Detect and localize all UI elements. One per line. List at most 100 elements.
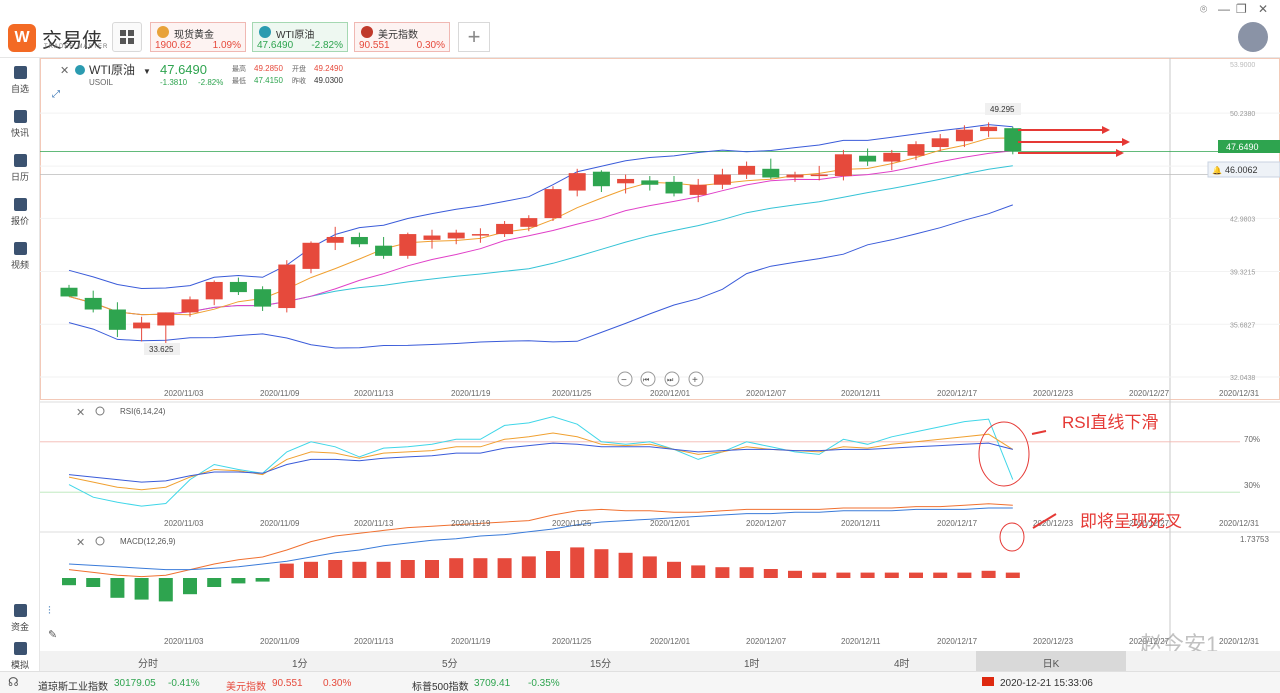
date-axis-label: 2020/11/03 <box>164 389 204 398</box>
price-alert-value: 46.0062 <box>1225 165 1258 175</box>
current-price-tag <box>1218 140 1280 153</box>
tab-price: 1900.62 <box>155 40 192 51</box>
candle-body <box>181 299 199 313</box>
news-icon <box>13 110 27 123</box>
ticker-name[interactable]: 标普500指数 <box>412 682 469 693</box>
date-axis-label: 2020/12/23 <box>1033 637 1074 646</box>
maximize-button[interactable]: ❐ <box>1236 2 1247 16</box>
scroll-end-button[interactable] <box>664 371 680 387</box>
simulate-icon <box>13 642 27 655</box>
candle-body <box>375 245 393 256</box>
macd-histogram-bar <box>62 578 76 586</box>
price-axis-label: 42.9803 <box>1230 216 1255 223</box>
close-rsi-icon[interactable]: ✕ <box>76 407 85 419</box>
add-tab-button[interactable]: + <box>458 22 490 52</box>
price-alert-box[interactable] <box>1207 161 1280 178</box>
timeframe-tick[interactable]: 分时 <box>138 659 158 670</box>
date-axis-label: 2020/11/19 <box>451 389 491 398</box>
candle-body <box>302 242 320 269</box>
ticker-value: 3709.41 <box>474 678 511 689</box>
candle-body <box>689 184 707 195</box>
macd-histogram-bar <box>546 551 560 578</box>
us-flag-icon <box>361 26 373 38</box>
chart-canvas[interactable]: 50.238046.588042.980339.321535.682732.04… <box>40 58 1280 651</box>
settings-icon[interactable] <box>95 536 105 546</box>
candle-body <box>60 287 78 297</box>
top-bar: W 交易侠 TRADER MASTER 现货黄金 1900.62 1.09% W… <box>0 0 1280 58</box>
zoom-in-button[interactable] <box>688 371 704 387</box>
scroll-start-button[interactable] <box>640 371 656 387</box>
date-axis-label: 2020/12/11 <box>841 519 881 528</box>
high-label: 最高 <box>232 64 246 73</box>
tab-wti-oil[interactable]: WTI原油 47.6490 -2.82% <box>252 22 348 52</box>
draw-tool-icon[interactable]: ⤢ <box>52 89 60 100</box>
macd-histogram-bar <box>836 572 851 578</box>
sidebar-item-calendar[interactable]: 日历 <box>0 154 40 183</box>
gold-icon <box>157 26 169 38</box>
timeframe-4h[interactable]: 4时 <box>894 659 910 670</box>
date-axis-label: 2020/12/31 <box>1219 389 1260 398</box>
candle-tool-icon[interactable]: ⫶ <box>48 605 51 617</box>
ticker-name[interactable]: 美元指数 <box>226 682 266 693</box>
chart-area[interactable]: 50.238046.588042.980339.321535.682732.04… <box>40 58 1280 671</box>
tab-change: 0.30% <box>416 40 445 51</box>
date-axis-label: 2020/11/25 <box>552 519 592 528</box>
close-button[interactable]: ✕ <box>1258 2 1269 16</box>
macd-histogram-bar <box>449 558 464 578</box>
timeframe-5min[interactable]: 5分 <box>442 659 458 670</box>
candle-body <box>617 178 635 184</box>
sidebar-item-label: 自选 <box>10 84 29 94</box>
ticker-name[interactable]: 道琼斯工业指数 <box>38 682 108 693</box>
zoom-out-button[interactable] <box>617 371 633 387</box>
close-chart-icon[interactable]: ✕ <box>60 65 69 77</box>
tab-usd-index[interactable]: 美元指数 90.551 0.30% <box>354 22 450 52</box>
macd-histogram-bar <box>473 558 488 578</box>
sidebar-item-watchlist[interactable]: 自选 <box>0 66 40 95</box>
macd-histogram-bar <box>425 560 439 578</box>
pin-icon[interactable]: ⌾ <box>1200 2 1208 16</box>
macd-histogram-bar <box>667 561 681 578</box>
prev-close-value: 49.0300 <box>314 76 343 85</box>
settings-icon[interactable] <box>95 406 105 416</box>
timeframe-1min[interactable]: 1分 <box>292 659 308 670</box>
date-axis-label: 2020/12/01 <box>650 389 691 398</box>
macd-histogram-bar <box>763 569 778 578</box>
rsi-circle-annotation <box>978 421 1030 487</box>
date-axis-label: 2020/11/03 <box>164 637 204 646</box>
low-annotation: 33.625 <box>149 345 174 354</box>
sidebar-item-news[interactable]: 快讯 <box>0 110 40 139</box>
timeframe-1h[interactable]: 1时 <box>744 659 760 670</box>
tab-name: WTI原油 <box>276 30 315 41</box>
oil-icon <box>75 65 85 75</box>
ma10-line <box>68 150 1013 316</box>
pen-tool-icon[interactable]: ✎ <box>48 629 57 641</box>
prev-close-label: 昨收 <box>292 76 306 85</box>
sidebar-item-quotes[interactable]: 报价 <box>0 198 40 227</box>
low-value: 47.4150 <box>254 76 283 85</box>
timeframe-15min[interactable]: 15分 <box>590 659 612 670</box>
tab-gold[interactable]: 现货黄金 1900.62 1.09% <box>150 22 246 52</box>
date-axis-label: 2020/11/19 <box>451 637 491 646</box>
user-avatar[interactable] <box>1238 22 1268 52</box>
instrument-name[interactable]: WTI原油 <box>89 63 135 77</box>
sidebar-item-funds[interactable]: 资金 <box>0 604 40 633</box>
candle-body <box>544 189 562 219</box>
candle-body <box>859 155 877 162</box>
macd-histogram-bar <box>231 578 246 584</box>
candle-body <box>641 180 659 185</box>
price-axis-label: 39.3215 <box>1230 269 1255 276</box>
macd-histogram-bar <box>933 572 948 578</box>
minimize-button[interactable]: — <box>1218 2 1230 16</box>
sidebar: 自选 快讯 日历 报价 视频 资金 模拟 <box>0 58 40 671</box>
date-axis-label: 2020/12/01 <box>650 519 691 528</box>
sidebar-item-video[interactable]: 视频 <box>0 242 40 271</box>
sidebar-item-simulate[interactable]: 模拟 <box>0 642 40 671</box>
watermark: 赵今安1 <box>1140 632 1218 651</box>
chevron-down-icon[interactable]: ▼ <box>143 67 151 76</box>
headset-icon[interactable]: ☊ <box>8 675 19 689</box>
timeframe-daily[interactable]: 日K <box>976 651 1126 671</box>
close-macd-icon[interactable]: ✕ <box>76 537 85 549</box>
grid-menu-button[interactable] <box>112 22 142 52</box>
candle-body <box>665 181 683 194</box>
tab-change: 1.09% <box>212 40 241 51</box>
